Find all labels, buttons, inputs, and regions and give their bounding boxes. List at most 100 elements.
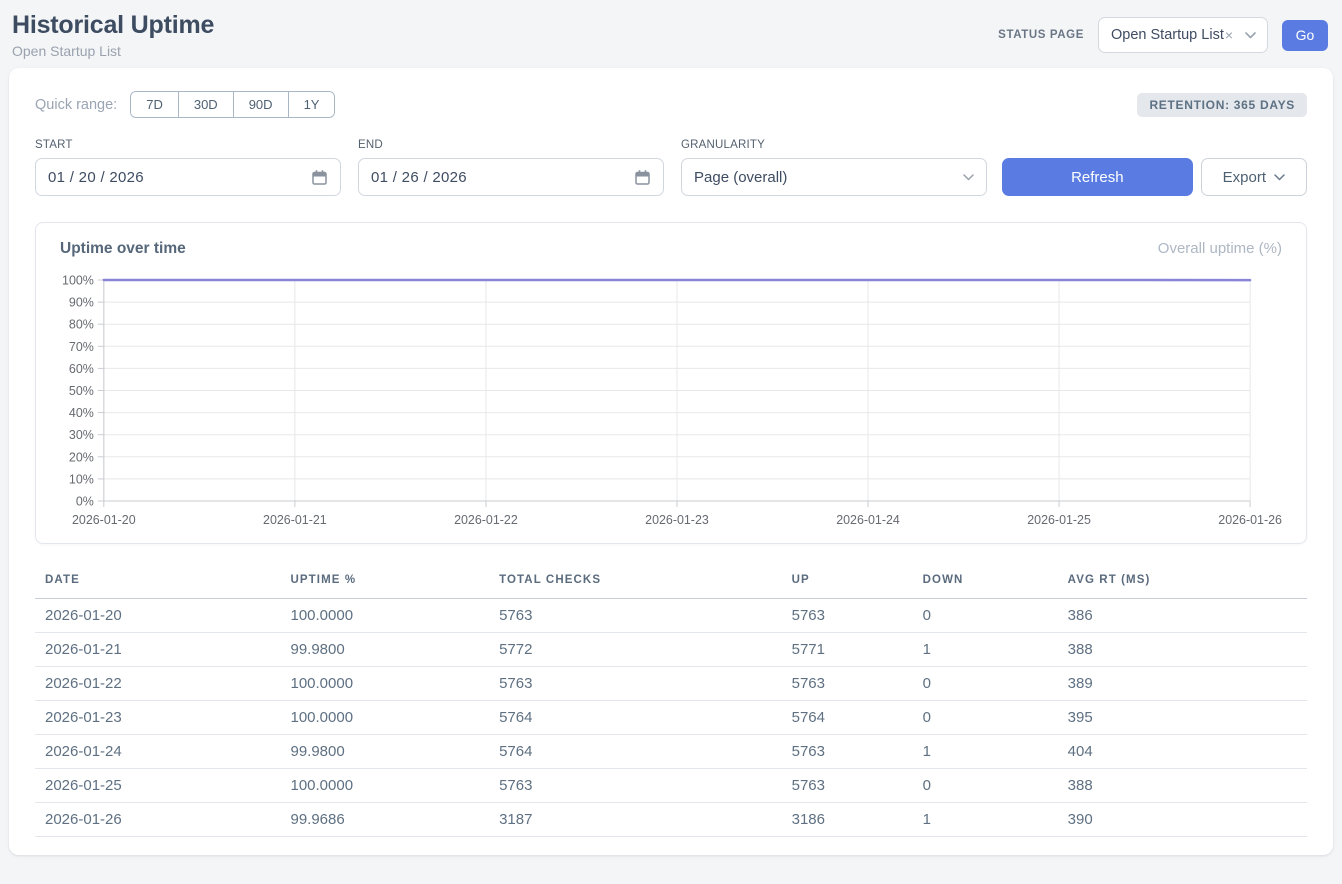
cell-uptime: 100.0000	[280, 700, 490, 735]
granularity-select[interactable]: Page (overall)	[681, 158, 987, 196]
status-page-selected-value: Open Startup List	[1111, 27, 1224, 43]
main-card: Quick range: 7D 30D 90D 1Y RETENTION: 365 D…	[9, 68, 1333, 855]
page-subtitle: Open Startup List	[12, 43, 121, 59]
column-header-up: UP	[781, 568, 913, 599]
cell-date: 2026-01-20	[35, 598, 281, 633]
calendar-icon[interactable]	[311, 169, 328, 186]
chart-legend: Overall uptime (%)	[1157, 240, 1282, 257]
svg-text:40%: 40%	[69, 406, 94, 420]
svg-text:2026-01-25: 2026-01-25	[1027, 513, 1091, 527]
end-date-input[interactable]: 01 / 26 / 2026	[358, 158, 664, 196]
chevron-down-icon	[1245, 31, 1256, 38]
cell-uptime: 100.0000	[280, 598, 490, 633]
cell-up: 5763	[781, 734, 913, 769]
status-page-controls: STATUS PAGE Open Startup List × Go	[998, 17, 1328, 53]
cell-up: 5763	[781, 666, 913, 701]
granularity-label: GRANULARITY	[681, 139, 765, 151]
svg-text:2026-01-22: 2026-01-22	[454, 513, 518, 527]
chevron-down-icon	[1274, 173, 1285, 180]
cell-avg-rt-ms: 388	[1057, 632, 1307, 667]
quick-range-row: Quick range: 7D 30D 90D 1Y RETENTION: 365 D…	[35, 91, 1307, 118]
svg-text:10%: 10%	[69, 472, 94, 486]
svg-text:80%: 80%	[69, 318, 94, 332]
column-header-down: DOWN	[912, 568, 1058, 599]
cell-avg-rt-ms: 390	[1057, 802, 1307, 837]
page-header: Historical Uptime Open Startup List STAT…	[0, 0, 1342, 68]
cell-date: 2026-01-23	[35, 700, 281, 735]
cell-down: 0	[912, 666, 1058, 701]
cell-uptime: 99.9686	[280, 802, 490, 837]
cell-up: 5763	[781, 768, 913, 803]
cell-down: 0	[912, 700, 1058, 735]
cell-date: 2026-01-26	[35, 802, 281, 837]
column-header-date: DATE	[35, 568, 281, 599]
cell-avg-rt-ms: 386	[1057, 598, 1307, 633]
svg-text:2026-01-23: 2026-01-23	[645, 513, 709, 527]
start-date-input[interactable]: 01 / 20 / 2026	[35, 158, 341, 196]
svg-text:2026-01-26: 2026-01-26	[1218, 513, 1282, 527]
cell-down: 1	[912, 632, 1058, 667]
cell-date: 2026-01-21	[35, 632, 281, 667]
calendar-icon[interactable]	[634, 169, 651, 186]
cell-avg-rt-ms: 389	[1057, 666, 1307, 701]
cell-total-checks: 5763	[489, 768, 782, 803]
table-header-row: DATE UPTIME % TOTAL CHECKS UP DOWN AVG RT (MS…	[35, 568, 1307, 599]
cell-up: 5771	[781, 632, 913, 667]
clear-selection-icon[interactable]: ×	[1224, 27, 1234, 43]
cell-avg-rt-ms: 388	[1057, 768, 1307, 803]
quick-range-button-1y[interactable]: 1Y	[287, 92, 335, 117]
cell-date: 2026-01-25	[35, 768, 281, 803]
refresh-button[interactable]: Refresh	[1002, 158, 1193, 196]
table-row: 2026-01-26 99.9686 3187 3186 1 390	[35, 802, 1307, 837]
cell-total-checks: 5772	[489, 632, 782, 667]
uptime-table: DATE UPTIME % TOTAL CHECKS UP DOWN AVG RT (MS…	[35, 568, 1307, 837]
quick-range-group: 7D 30D 90D 1Y	[130, 91, 336, 118]
filters-row: START 01 / 20 / 2026 END 01 / 26 / 2026 …	[35, 139, 1307, 196]
svg-text:0%: 0%	[76, 494, 94, 508]
cell-date: 2026-01-22	[35, 666, 281, 701]
svg-text:60%: 60%	[69, 362, 94, 376]
retention-badge: RETENTION: 365 DAYS	[1137, 92, 1307, 117]
uptime-chart-card: Uptime over time Overall uptime (%) 0% 10…	[35, 222, 1307, 544]
go-button[interactable]: Go	[1282, 19, 1328, 51]
svg-text:30%: 30%	[69, 428, 94, 442]
svg-text:20%: 20%	[69, 450, 94, 464]
end-date-field: END 01 / 26 / 2026	[358, 139, 664, 196]
quick-range-button-7d[interactable]: 7D	[131, 92, 178, 117]
quick-range-button-30d[interactable]: 30D	[177, 92, 233, 117]
chevron-down-icon	[963, 173, 974, 181]
cell-total-checks: 5763	[489, 598, 782, 633]
start-date-value: 01 / 20 / 2026	[48, 168, 144, 186]
table-row: 2026-01-21 99.9800 5772 5771 1 388	[35, 632, 1307, 667]
export-button[interactable]: Export	[1200, 158, 1307, 196]
table-row: 2026-01-24 99.9800 5764 5763 1 404	[35, 734, 1307, 769]
cell-uptime: 99.9800	[280, 734, 490, 769]
uptime-table-head: DATE UPTIME % TOTAL CHECKS UP DOWN AVG RT (MS…	[35, 568, 1307, 599]
status-page-select[interactable]: Open Startup List ×	[1098, 17, 1268, 53]
svg-text:90%: 90%	[69, 296, 94, 310]
uptime-line-chart: 0% 10% 20% 30% 40% 50% 60% 70% 80% 90% 100% 2026-01…	[62, 273, 1282, 527]
chart-header: Uptime over time Overall uptime (%)	[60, 240, 1282, 258]
status-page-label: STATUS PAGE	[998, 29, 1084, 41]
cell-up: 5764	[781, 700, 913, 735]
column-header-uptime: UPTIME %	[280, 568, 490, 599]
quick-range-button-90d[interactable]: 90D	[232, 92, 288, 117]
cell-down: 0	[912, 768, 1058, 803]
cell-uptime: 100.0000	[280, 666, 490, 701]
column-header-total-checks: TOTAL CHECKS	[489, 568, 782, 599]
cell-avg-rt-ms: 404	[1057, 734, 1307, 769]
end-label: END	[358, 139, 383, 151]
cell-up: 5763	[781, 598, 913, 633]
granularity-field: GRANULARITY Page (overall)	[681, 139, 987, 196]
cell-down: 1	[912, 802, 1058, 837]
uptime-table-body: 2026-01-20 100.0000 5763 5763 0 386 2026-01-21…	[35, 598, 1307, 837]
page-title: Historical Uptime	[12, 11, 215, 39]
cell-up: 3186	[781, 802, 913, 837]
table-row: 2026-01-25 100.0000 5763 5763 0 388	[35, 768, 1307, 803]
svg-text:2026-01-24: 2026-01-24	[836, 513, 900, 527]
start-date-field: START 01 / 20 / 2026	[35, 139, 341, 196]
cell-avg-rt-ms: 395	[1057, 700, 1307, 735]
cell-date: 2026-01-24	[35, 734, 281, 769]
cell-total-checks: 5764	[489, 734, 782, 769]
cell-down: 0	[912, 598, 1058, 633]
